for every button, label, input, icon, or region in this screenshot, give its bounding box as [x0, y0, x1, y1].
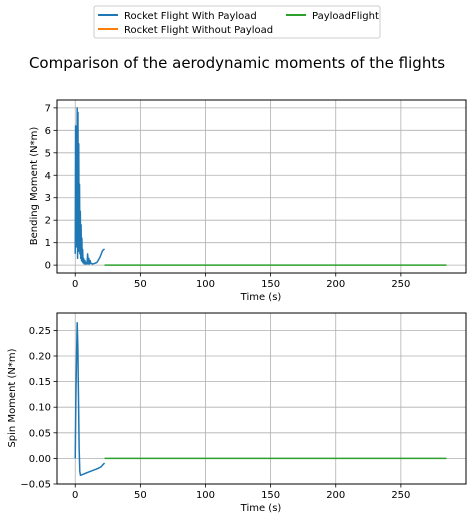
bending-y-tick-label: 0	[45, 261, 51, 272]
bending-grid	[57, 100, 466, 273]
bending-x-tick-label: 50	[134, 279, 147, 290]
bending-y-tick-label: 4	[45, 171, 51, 182]
bending-x-tick-label: 150	[261, 279, 280, 290]
bending-x-axis-label: Time (s)	[240, 292, 282, 303]
legend-label-without-payload: Rocket Flight Without Payload	[124, 25, 273, 36]
spin-series	[74, 321, 447, 477]
spin-x-ticks: 0 50 100 150 200 250	[72, 484, 410, 501]
spin-y-axis-label: Spin Moment (N*m)	[7, 348, 18, 447]
figure-title: Comparison of the aerodynamic moments of…	[29, 54, 445, 72]
spin-series-rocket-flight-with-payload	[74, 321, 106, 477]
legend-frame	[93, 5, 381, 39]
bending-x-tick-label: 0	[72, 279, 78, 290]
bending-x-tick-label: 250	[391, 279, 410, 290]
legend-label-with-payload: Rocket Flight With Payload	[124, 11, 257, 22]
bending-x-tick-label: 100	[196, 279, 215, 290]
spin-y-tick-label: 0.00	[29, 454, 51, 465]
bending-y-tick-label: 6	[45, 126, 51, 137]
bending-series-rocket-flight-with-payload	[74, 107, 106, 265]
spin-x-tick-label: 0	[72, 490, 78, 501]
spin-y-ticks: −0.05 0.00 0.05 0.10 0.15 0.20 0.25	[20, 326, 57, 491]
bending-y-tick-label: 1	[45, 238, 51, 249]
bending-y-ticks: 0 1 2 3 4 5 6 7	[45, 103, 57, 272]
spin-y-tick-label: 0.20	[29, 352, 51, 363]
bending-moment-chart: 0 50 100 150 200 250 0 1 2 3 4 5 6 7 Time (s) Bendin…	[29, 99, 467, 303]
spin-y-tick-label: 0.10	[29, 403, 51, 414]
bending-x-ticks: 0 50 100 150 200 250	[72, 273, 410, 290]
bending-x-tick-label: 200	[326, 279, 345, 290]
bending-y-tick-label: 5	[45, 148, 51, 159]
bending-plot-frame	[56, 99, 467, 274]
spin-x-tick-label: 100	[196, 490, 215, 501]
spin-x-tick-label: 250	[391, 490, 410, 501]
legend: Rocket Flight With Payload Rocket Flight…	[93, 5, 381, 39]
spin-plot-frame	[56, 312, 467, 485]
spin-x-tick-label: 50	[134, 490, 147, 501]
spin-y-tick-label: 0.15	[29, 377, 51, 388]
spin-y-tick-label: −0.05	[20, 480, 51, 491]
spin-x-tick-label: 150	[261, 490, 280, 501]
spin-y-tick-label: 0.25	[29, 326, 51, 337]
spin-x-tick-label: 200	[326, 490, 345, 501]
bending-y-axis-label: Bending Moment (N*m)	[29, 127, 40, 246]
bending-series	[74, 107, 447, 266]
spin-y-tick-label: 0.05	[29, 428, 51, 439]
legend-label-payload-flight: PayloadFlight	[312, 11, 379, 22]
bending-y-tick-label: 3	[45, 193, 51, 204]
spin-x-axis-label: Time (s)	[240, 503, 282, 514]
bending-y-tick-label: 7	[45, 103, 51, 114]
spin-moment-chart: 0 50 100 150 200 250 −0.05 0.00 0.05 0.10 0.15 0.2…	[7, 312, 467, 514]
bending-y-tick-label: 2	[45, 216, 51, 227]
